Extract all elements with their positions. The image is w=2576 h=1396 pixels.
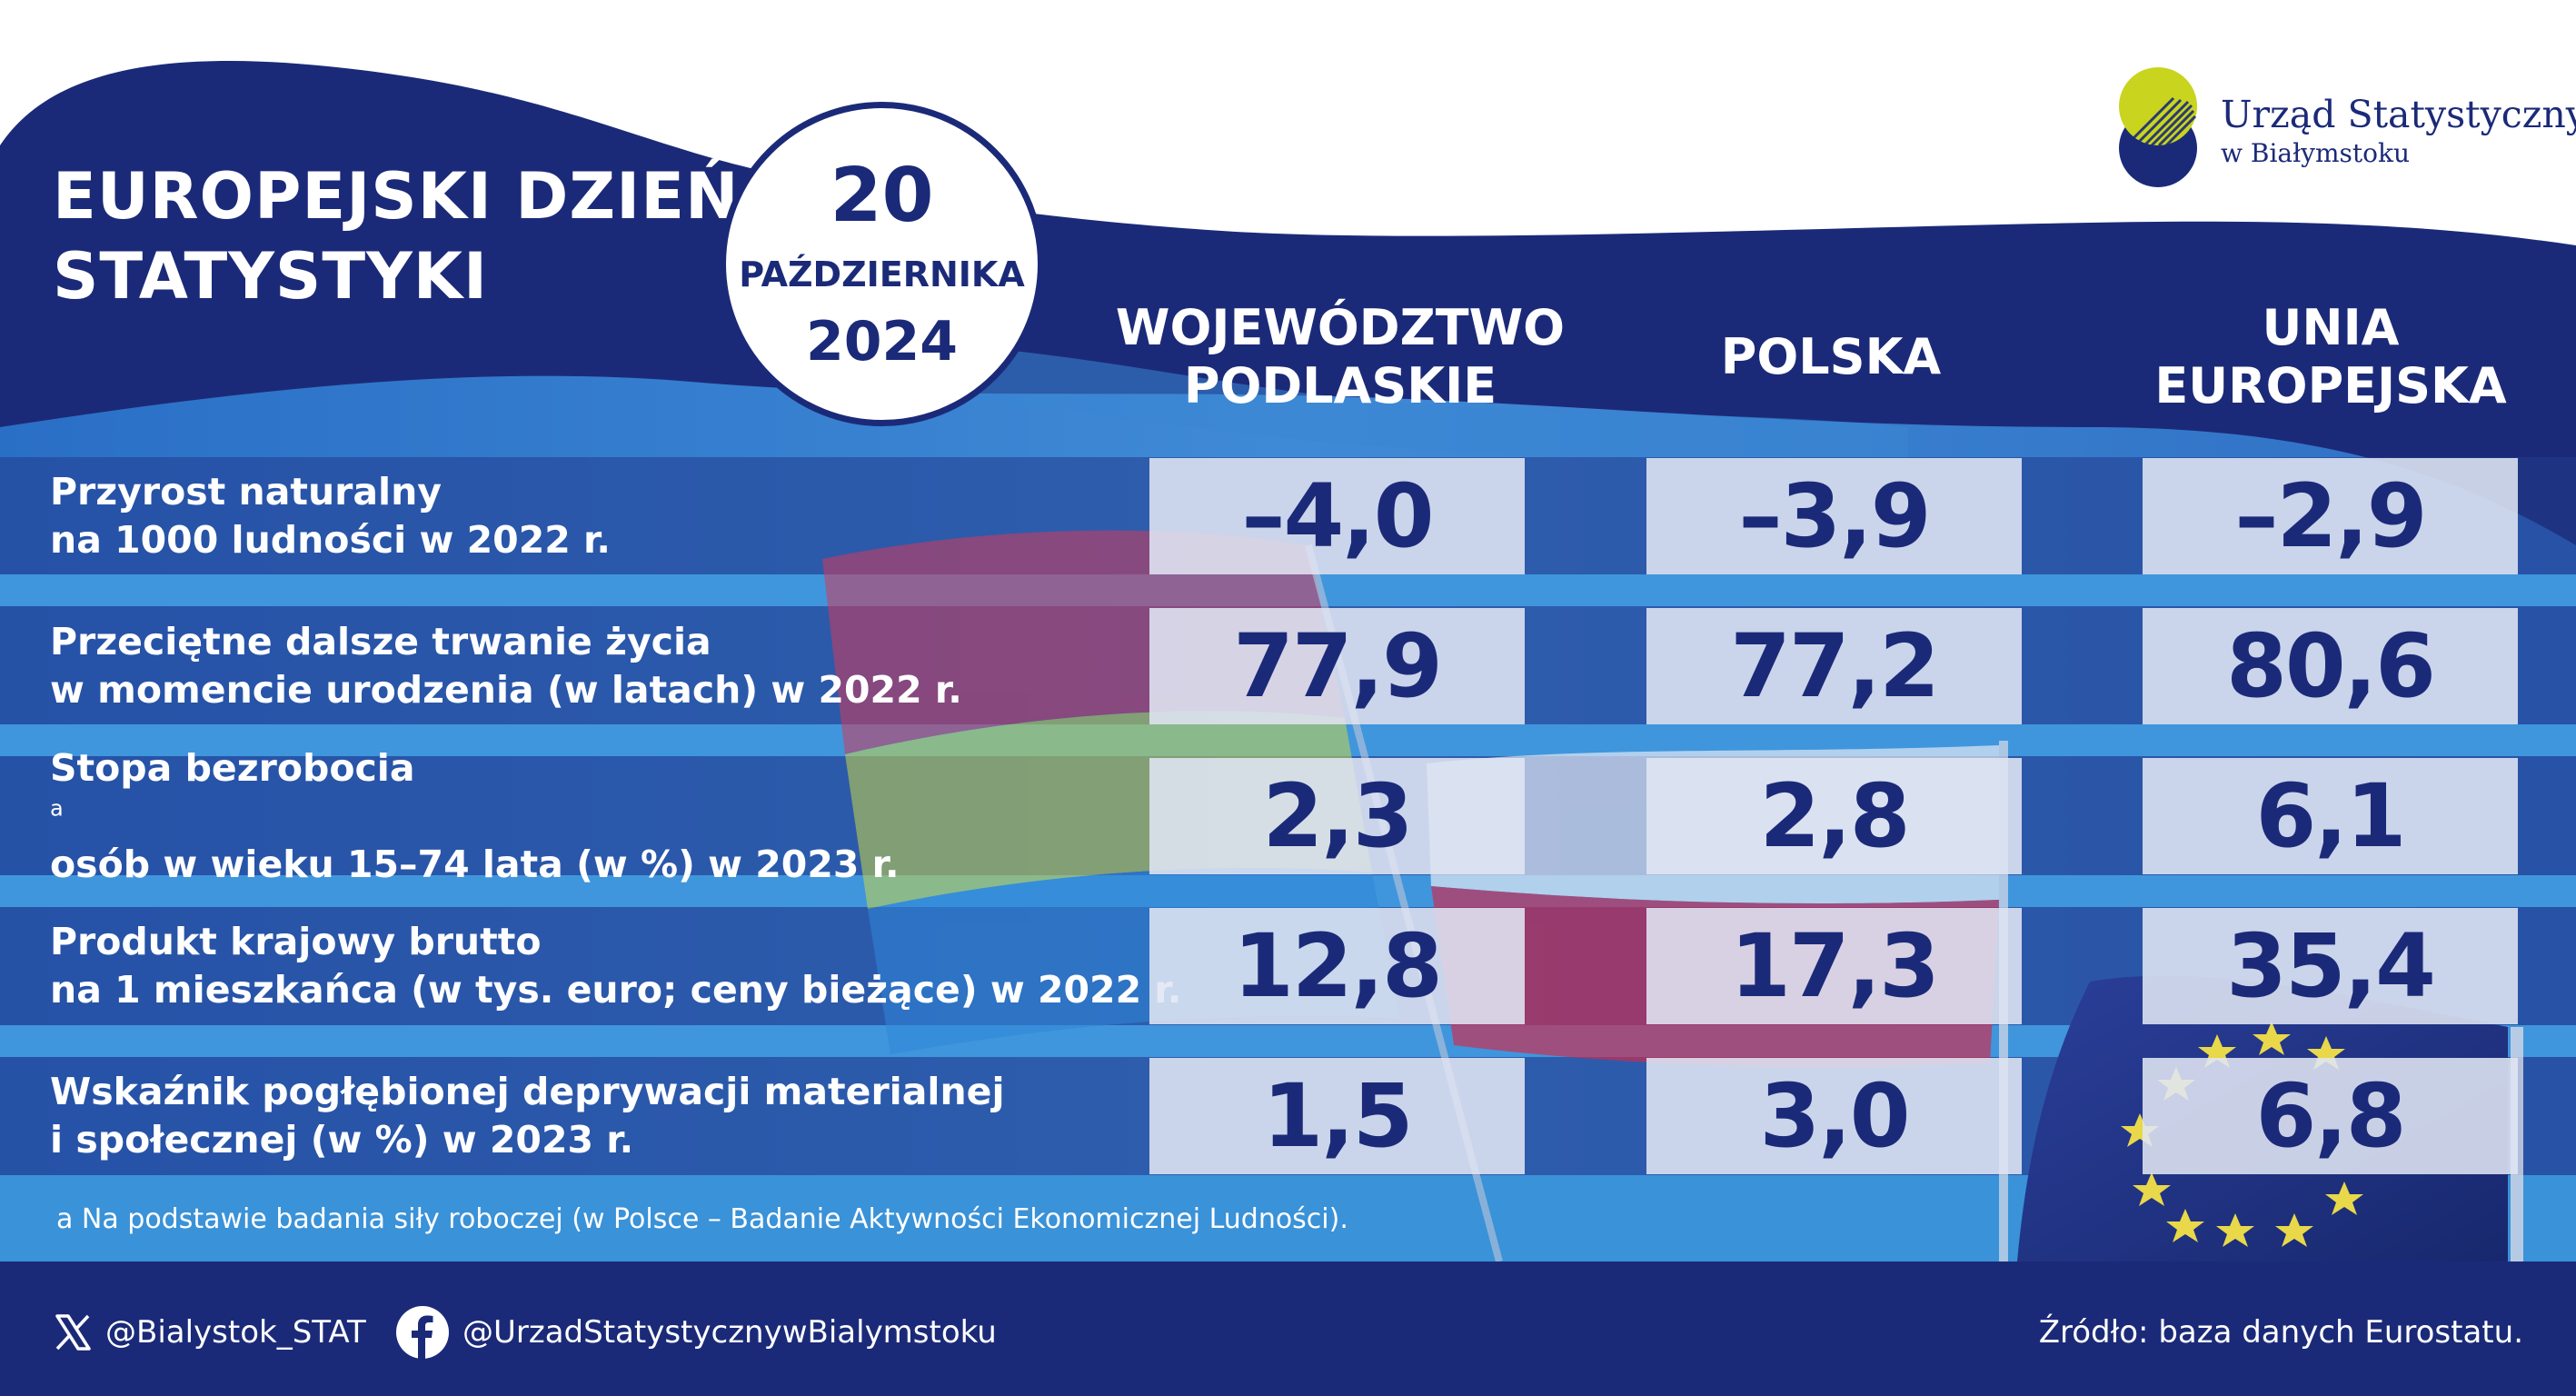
footnote: a Na podstawie badania siły roboczej (w … bbox=[56, 1203, 1348, 1235]
column-header-line: WOJEWÓDZTWO bbox=[1115, 299, 1566, 356]
twitter-handle: @Bialystok_STAT bbox=[105, 1314, 366, 1351]
column-header-eu: UNIA EUROPEJSKA bbox=[2117, 289, 2544, 425]
row-label-line-1: Produkt krajowy brutto bbox=[50, 920, 542, 963]
date-badge: 20 PAŹDZIERNIKA 2024 bbox=[720, 102, 1044, 426]
row-label-line-2: na 1000 ludności w 2022 r. bbox=[50, 518, 611, 562]
column-header-line: PODLASKIE bbox=[1183, 357, 1497, 414]
column-header-line: POLSKA bbox=[1720, 328, 1942, 385]
twitter-link[interactable]: @Bialystok_STAT bbox=[53, 1307, 366, 1358]
x-logo-icon bbox=[55, 1314, 91, 1351]
table-row: Stopa bezrobocia a osób w wieku 15–74 lat… bbox=[0, 746, 2576, 886]
title-line-1: EUROPEJSKI DZIEŃ bbox=[53, 159, 740, 234]
row-label-line-1: Stopa bezrobocia a bbox=[50, 744, 1122, 841]
row-label: Przeciętne dalsze trwanie życia w momenc… bbox=[50, 608, 1122, 724]
logo-subtitle: w Białymstoku bbox=[2221, 138, 2411, 168]
column-header-line: EUROPEJSKA bbox=[2154, 357, 2507, 414]
value-cell-eu: 80,6 bbox=[2143, 608, 2518, 724]
row-label-text: Stopa bezrobocia bbox=[50, 745, 415, 790]
column-header-line: UNIA bbox=[2262, 299, 2400, 356]
title-line-2: STATYSTYKI bbox=[53, 239, 489, 314]
row-label-line-1: Przeciętne dalsze trwanie życia bbox=[50, 620, 711, 663]
value-cell-eu: 6,8 bbox=[2143, 1058, 2518, 1174]
column-header-polska: POLSKA bbox=[1631, 289, 2031, 425]
row-label: Produkt krajowy brutto na 1 mieszkańca (… bbox=[50, 908, 1182, 1024]
value-cell-polska: 2,8 bbox=[1646, 758, 2022, 874]
value-cell-podlaskie: 2,3 bbox=[1149, 758, 1525, 874]
row-label-line-1: Wskaźnik pogłębionej deprywacji material… bbox=[50, 1070, 1005, 1113]
value-cell-podlaskie: –4,0 bbox=[1149, 458, 1525, 574]
table-row: Przyrost naturalny na 1000 ludności w 20… bbox=[0, 458, 2576, 574]
row-label-line-2: i społecznej (w %) w 2023 r. bbox=[50, 1118, 634, 1162]
table-row: Produkt krajowy brutto na 1 mieszkańca (… bbox=[0, 908, 2576, 1024]
facebook-link[interactable]: @UrzadStatystycznywBialymstoku bbox=[395, 1306, 997, 1359]
facebook-handle: @UrzadStatystycznywBialymstoku bbox=[462, 1314, 997, 1351]
value-cell-polska: –3,9 bbox=[1646, 458, 2022, 574]
footnote-marker: a bbox=[50, 794, 64, 821]
row-label-line-2: w momencie urodzenia (w latach) w 2022 r… bbox=[50, 668, 962, 712]
source-note: Źródło: baza danych Eurostatu. bbox=[2038, 1314, 2523, 1351]
value-cell-eu: –2,9 bbox=[2143, 458, 2518, 574]
row-label-line-2: na 1 mieszkańca (w tys. euro; ceny bieżą… bbox=[50, 968, 1182, 1012]
row-label-line-1: Przyrost naturalny bbox=[50, 470, 443, 514]
row-label: Wskaźnik pogłębionej deprywacji material… bbox=[50, 1058, 1122, 1174]
date-year: 2024 bbox=[806, 310, 958, 374]
column-header-podlaskie: WOJEWÓDZTWO PODLASKIE bbox=[1113, 289, 1567, 425]
row-label: Przyrost naturalny na 1000 ludności w 20… bbox=[50, 458, 1122, 574]
value-cell-podlaskie: 1,5 bbox=[1149, 1058, 1525, 1174]
row-label-line-2: osób w wieku 15–74 lata (w %) w 2023 r. bbox=[50, 842, 900, 886]
value-cell-podlaskie: 77,9 bbox=[1149, 608, 1525, 724]
facebook-logo-icon bbox=[396, 1306, 449, 1359]
date-day: 20 bbox=[830, 153, 934, 239]
logo-name: Urząd Statystyczny bbox=[2221, 93, 2576, 136]
page-title: EUROPEJSKI DZIEŃ STATYSTYKI bbox=[53, 156, 743, 316]
value-cell-eu: 35,4 bbox=[2143, 908, 2518, 1024]
table-row: Przeciętne dalsze trwanie życia w momenc… bbox=[0, 608, 2576, 724]
logo[interactable]: Urząd Statystyczny w Białymstoku bbox=[2110, 64, 2576, 191]
footer-bar: @Bialystok_STAT @UrzadStatystycznywBialy… bbox=[0, 1261, 2576, 1396]
row-label: Stopa bezrobocia a osób w wieku 15–74 lat… bbox=[50, 746, 1122, 886]
value-cell-polska: 17,3 bbox=[1646, 908, 2022, 1024]
table-row: Wskaźnik pogłębionej deprywacji material… bbox=[0, 1058, 2576, 1174]
value-cell-podlaskie: 12,8 bbox=[1149, 908, 1525, 1024]
value-cell-polska: 3,0 bbox=[1646, 1058, 2022, 1174]
value-cell-eu: 6,1 bbox=[2143, 758, 2518, 874]
value-cell-polska: 77,2 bbox=[1646, 608, 2022, 724]
statistics-office-logo-icon bbox=[2119, 67, 2197, 187]
date-month: PAŹDZIERNIKA bbox=[739, 254, 1025, 294]
